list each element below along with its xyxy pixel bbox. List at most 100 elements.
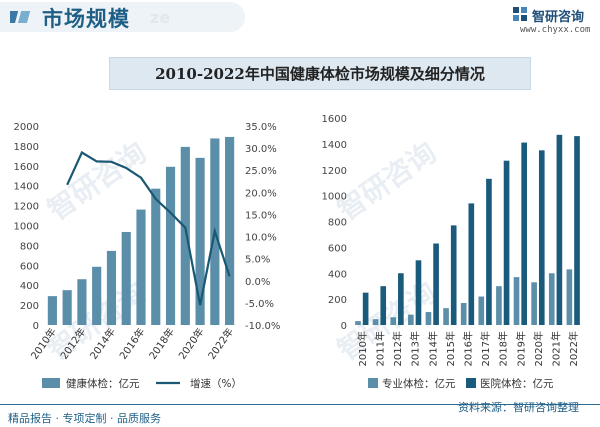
brand-logo-icon xyxy=(512,6,528,26)
footer-divider xyxy=(0,404,600,405)
bar-health-check xyxy=(47,296,57,325)
y-tick-label: 800 xyxy=(328,218,347,229)
bar-health-check xyxy=(62,290,72,325)
growth-rate-line xyxy=(66,150,231,306)
bar-health-check xyxy=(106,250,117,325)
bar-professional xyxy=(372,319,379,325)
x-tick-label: 2021年 xyxy=(550,331,563,366)
bar-hospital xyxy=(433,243,439,325)
brand-name: 智研咨询 xyxy=(532,10,585,25)
x-tick-label: 2019年 xyxy=(514,331,527,366)
y-tick-label-left: 1000 xyxy=(14,222,39,233)
legend-label: 健康体检：亿元 xyxy=(66,377,140,390)
bar-professional xyxy=(531,282,537,325)
x-tick-label: 2018年 xyxy=(146,325,177,361)
page-title: 市场规模 xyxy=(42,7,130,31)
legend-swatch-professional xyxy=(368,378,378,388)
x-tick-label: 2014年 xyxy=(426,331,439,366)
bar-professional xyxy=(443,308,449,325)
bar-hospital xyxy=(574,136,580,325)
brand-url: www.chyxx.com xyxy=(520,25,591,35)
y-tick-label-right: 15.0% xyxy=(245,210,277,221)
bar-hospital xyxy=(503,160,510,325)
x-tick-label: 2022年 xyxy=(205,325,236,361)
bar-health-check xyxy=(165,166,176,325)
bar-professional xyxy=(408,314,414,325)
y-tick-label-left: 800 xyxy=(20,241,39,252)
y-tick-label: 1200 xyxy=(322,166,347,177)
source-note: 资料来源：智研咨询整理 xyxy=(458,401,579,414)
y-tick-label: 600 xyxy=(328,243,347,254)
y-tick-label-right: -5.0% xyxy=(245,299,274,310)
bar-professional xyxy=(478,296,485,325)
header-watermark: ze xyxy=(150,8,171,27)
x-tick-label: 2017年 xyxy=(479,331,492,366)
x-tick-label: 2018年 xyxy=(497,331,510,366)
bar-health-check xyxy=(92,266,102,325)
bar-hospital xyxy=(521,142,527,325)
bar-hospital xyxy=(362,292,369,325)
y-tick-label-left: 1200 xyxy=(14,202,39,213)
chart-title: 2010-2022年中国健康体检市场规模及细分情况 xyxy=(155,65,485,83)
y-tick-label: 0 xyxy=(341,321,347,332)
bar-professional xyxy=(496,286,502,325)
bar-professional xyxy=(566,269,573,325)
x-tick-label: 2016年 xyxy=(462,331,475,366)
y-tick-label: 200 xyxy=(328,295,347,306)
y-tick-label-left: 0 xyxy=(33,321,39,332)
y-tick-label-left: 1400 xyxy=(14,182,39,193)
bar-professional xyxy=(355,321,361,325)
bar-professional xyxy=(460,303,467,325)
y-tick-label-left: 1800 xyxy=(14,142,39,153)
bar-health-check xyxy=(180,146,190,325)
y-tick-label: 1600 xyxy=(322,114,347,125)
bar-hospital xyxy=(398,273,404,325)
x-tick-label: 2020年 xyxy=(176,325,207,361)
y-tick-label-right: 30.0% xyxy=(245,144,277,155)
bar-health-check xyxy=(136,209,146,325)
y-tick-label-left: 600 xyxy=(20,261,39,272)
x-tick-label: 2014年 xyxy=(87,325,118,361)
x-tick-label: 2012年 xyxy=(391,331,404,366)
title-box xyxy=(109,57,531,90)
y-tick-label: 1400 xyxy=(322,140,347,151)
bar-hospital xyxy=(415,260,422,325)
legend-label: 专业体检：亿元 xyxy=(382,377,456,390)
y-tick-label-right: -10.0% xyxy=(245,321,280,332)
bar-hospital xyxy=(380,286,387,325)
bar-professional xyxy=(425,312,432,325)
legend-label: 增速（%） xyxy=(190,377,242,390)
x-tick-label: 2020年 xyxy=(532,331,545,366)
legend-swatch-bar xyxy=(42,378,60,388)
bar-professional xyxy=(548,273,555,325)
bar-professional xyxy=(513,277,520,325)
bar-hospital xyxy=(556,134,563,325)
bar-hospital xyxy=(486,178,492,325)
bar-health-check xyxy=(121,231,131,325)
y-tick-label-left: 200 xyxy=(20,301,39,312)
x-tick-label: 2016年 xyxy=(116,325,147,361)
legend-label: 医院体检：亿元 xyxy=(480,377,554,390)
y-tick-label-right: 5.0% xyxy=(245,255,270,266)
x-tick-label: 2022年 xyxy=(567,331,580,366)
x-tick-label: 2011年 xyxy=(373,331,386,366)
header-banner xyxy=(0,2,245,32)
y-tick-label-right: 35.0% xyxy=(245,122,277,133)
bar-health-check xyxy=(225,136,235,325)
y-tick-label: 1000 xyxy=(322,192,347,203)
x-tick-label: 2015年 xyxy=(444,331,457,366)
x-tick-label: 2010年 xyxy=(356,331,369,366)
bar-health-check xyxy=(151,188,161,325)
bar-hospital xyxy=(468,203,475,325)
footer-slogan: 精品报告 · 专项定制 · 品质服务 xyxy=(8,412,161,425)
chart-icon xyxy=(5,8,34,30)
x-tick-label: 2013年 xyxy=(409,331,422,366)
y-tick-label-right: 0.0% xyxy=(245,277,270,288)
y-tick-label-left: 2000 xyxy=(14,122,39,133)
y-tick-label: 400 xyxy=(328,269,347,280)
y-tick-label-left: 1600 xyxy=(14,162,39,173)
y-tick-label-right: 10.0% xyxy=(245,233,277,244)
bar-hospital xyxy=(538,150,545,325)
legend-swatch-hospital xyxy=(466,378,476,388)
